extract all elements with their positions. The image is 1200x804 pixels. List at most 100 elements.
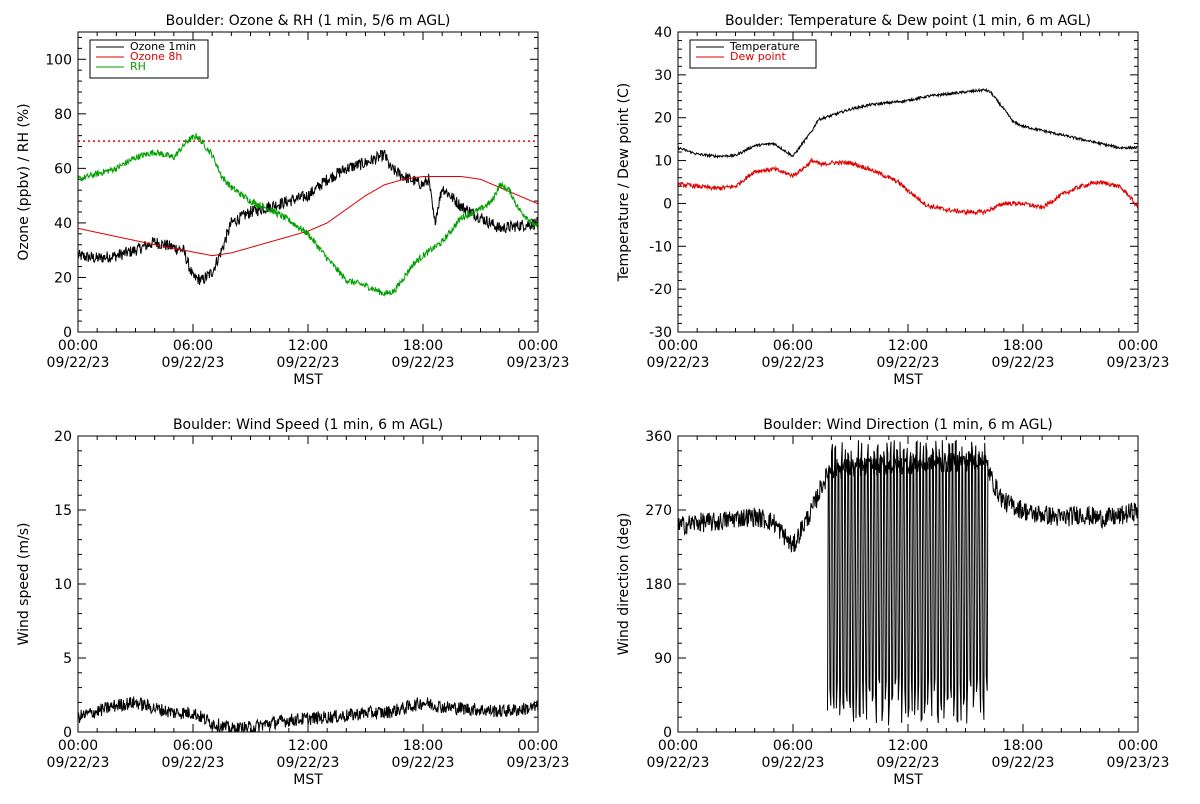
x-tick-date-label: 09/23/23 (507, 355, 570, 371)
x-tick-time-label: 18:00 (1003, 738, 1043, 754)
x-tick-date-label: 09/22/23 (162, 355, 225, 371)
y-tick-label: 0 (63, 725, 72, 741)
x-tick-date-label: 09/23/23 (1107, 355, 1170, 371)
x-tick-time-label: 12:00 (888, 738, 928, 754)
x-tick-time-label: 00:00 (58, 738, 98, 754)
x-tick-time-label: 00:00 (658, 338, 698, 354)
chart-2: Boulder: Temperature & Dew point (1 min,… (616, 13, 1169, 388)
series-line-temperature (678, 87, 1138, 159)
y-tick-label: 15 (54, 503, 72, 519)
x-tick-time-label: 00:00 (1118, 738, 1158, 754)
chart-title: Boulder: Wind Speed (1 min, 6 m AGL) (173, 417, 443, 433)
y-tick-label: 10 (654, 154, 672, 170)
x-tick-date-label: 09/22/23 (762, 755, 825, 771)
chart-title: Boulder: Temperature & Dew point (1 min,… (725, 13, 1091, 29)
y-tick-label: 60 (54, 161, 72, 177)
x-tick-date-label: 09/22/23 (277, 355, 340, 371)
x-tick-date-label: 09/23/23 (507, 755, 570, 771)
x-tick-time-label: 06:00 (173, 338, 213, 354)
x-tick-time-label: 12:00 (288, 338, 328, 354)
x-tick-time-label: 00:00 (518, 738, 558, 754)
legend-label: Ozone 1min (130, 40, 196, 53)
x-tick-date-label: 09/23/23 (1107, 755, 1170, 771)
x-tick-time-label: 18:00 (403, 338, 443, 354)
y-tick-label: 30 (654, 68, 672, 84)
x-tick-date-label: 09/22/23 (392, 755, 455, 771)
x-tick-date-label: 09/22/23 (277, 755, 340, 771)
x-tick-date-label: 09/22/23 (162, 755, 225, 771)
y-axis-label: Wind speed (m/s) (16, 523, 32, 646)
y-tick-label: 0 (663, 725, 672, 741)
series-line-series-2 (827, 439, 989, 726)
y-tick-label: 10 (54, 577, 72, 593)
y-tick-label: 20 (54, 270, 72, 286)
y-tick-label: 0 (63, 325, 72, 341)
y-axis-label: Ozone (ppbv) / RH (%) (16, 103, 32, 260)
x-tick-time-label: 00:00 (518, 338, 558, 354)
series-line-dew-point (678, 157, 1138, 216)
chart-1: Boulder: Ozone & RH (1 min, 5/6 m AGL) 0 2… (16, 13, 569, 388)
chart-title: Boulder: Ozone & RH (1 min, 5/6 m AGL) (166, 13, 451, 29)
y-tick-label: 270 (645, 503, 672, 519)
x-tick-date-label: 09/22/23 (647, 355, 710, 371)
x-tick-time-label: 00:00 (658, 738, 698, 754)
legend-label: RH (130, 60, 146, 73)
y-tick-label: 40 (54, 216, 72, 232)
x-tick-time-label: 00:00 (1118, 338, 1158, 354)
series-line-series-1 (78, 696, 538, 732)
y-tick-label: 90 (654, 651, 672, 667)
plot-area (78, 132, 538, 297)
x-tick-date-label: 09/22/23 (877, 755, 940, 771)
plot-frame (677, 31, 1139, 333)
chart-title: Boulder: Wind Direction (1 min, 6 m AGL) (763, 417, 1052, 433)
chart-4: Boulder: Wind Direction (1 min, 6 m AGL)… (616, 417, 1169, 788)
series-line-ozone-8h (78, 176, 538, 257)
y-tick-label: -20 (649, 282, 672, 298)
plot-area (678, 439, 1138, 726)
x-tick-time-label: 12:00 (288, 738, 328, 754)
series-line-series-1 (678, 451, 1138, 553)
x-tick-date-label: 09/22/23 (392, 355, 455, 371)
x-tick-date-label: 09/22/23 (762, 355, 825, 371)
y-tick-label: 5 (63, 651, 72, 667)
x-tick-time-label: 12:00 (888, 338, 928, 354)
plot-frame (677, 435, 1139, 733)
plot-frame (77, 435, 539, 733)
y-axis-label: Wind direction (deg) (616, 513, 632, 656)
y-tick-label: 80 (54, 107, 72, 123)
x-tick-date-label: 09/22/23 (47, 755, 110, 771)
legend-label: Temperature (729, 40, 800, 53)
legend-label: Dew point (730, 50, 786, 63)
chart-3: Boulder: Wind Speed (1 min, 6 m AGL) 0 5 10… (16, 417, 569, 788)
x-tick-time-label: 06:00 (773, 738, 813, 754)
y-tick-label: 100 (45, 52, 72, 68)
plot-frame (77, 31, 539, 333)
plot-area (678, 87, 1138, 216)
y-tick-label: 0 (663, 196, 672, 212)
x-tick-date-label: 09/22/23 (47, 355, 110, 371)
x-tick-time-label: 06:00 (773, 338, 813, 354)
y-tick-label: 20 (654, 111, 672, 127)
y-tick-label: -10 (649, 239, 672, 255)
y-tick-label: 40 (654, 25, 672, 41)
x-tick-date-label: 09/22/23 (647, 755, 710, 771)
plot-area (78, 696, 538, 732)
legend-box (689, 39, 817, 69)
y-tick-label: 180 (645, 577, 672, 593)
x-tick-time-label: 06:00 (173, 738, 213, 754)
x-tick-date-label: 09/22/23 (992, 755, 1055, 771)
x-tick-date-label: 09/22/23 (992, 355, 1055, 371)
series-line-rh (78, 132, 538, 297)
legend-box (89, 39, 209, 79)
x-tick-time-label: 00:00 (58, 338, 98, 354)
legend-label: Ozone 8h (130, 50, 182, 63)
x-axis-label: MST (293, 372, 323, 388)
y-tick-label: -30 (649, 325, 672, 341)
y-axis-label: Temperature / Dew point (C) (616, 83, 632, 282)
y-tick-label: 20 (54, 429, 72, 445)
x-tick-date-label: 09/22/23 (877, 355, 940, 371)
series-line-ozone-1min (78, 149, 538, 286)
y-tick-label: 360 (645, 429, 672, 445)
